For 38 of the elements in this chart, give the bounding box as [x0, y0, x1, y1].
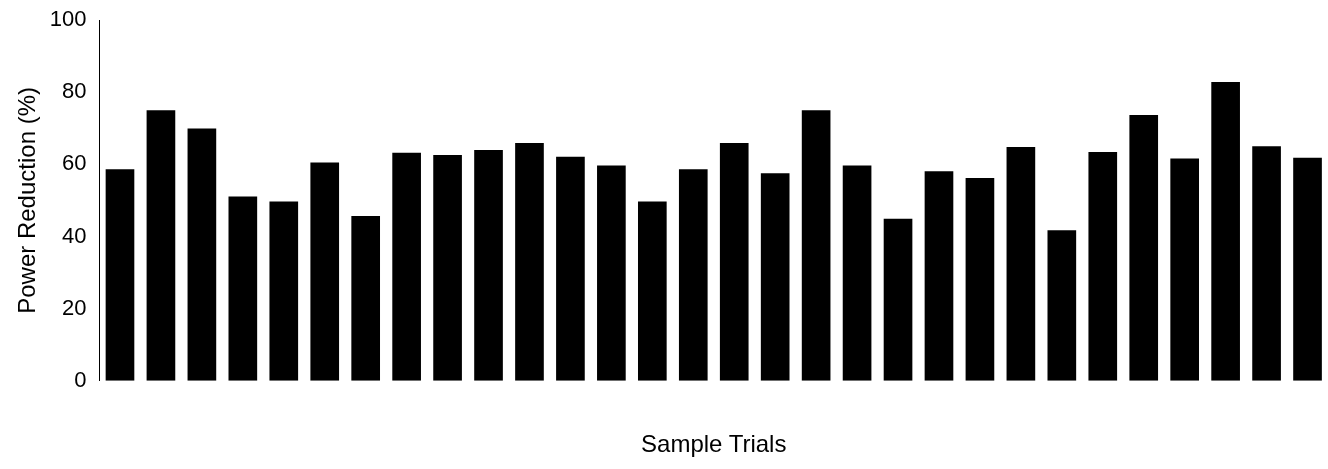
bar — [760, 173, 790, 381]
y-tick-label: 100 — [49, 6, 87, 32]
bar — [965, 178, 995, 381]
y-tick-label: 80 — [62, 78, 87, 104]
bar — [515, 143, 544, 381]
bar — [597, 165, 626, 381]
bar — [474, 149, 503, 381]
bar — [1252, 146, 1281, 381]
bar — [1006, 147, 1036, 381]
bar — [187, 128, 217, 381]
bar — [1088, 152, 1118, 381]
bar — [1129, 114, 1159, 381]
y-axis-title: Power Reduction (%) — [13, 87, 41, 314]
bar — [1047, 230, 1077, 381]
bar — [1211, 82, 1240, 381]
y-tick-label: 40 — [62, 222, 87, 248]
bar — [678, 169, 708, 381]
bar — [392, 152, 421, 381]
bar — [433, 154, 462, 381]
bar — [146, 110, 176, 381]
bar — [883, 218, 913, 381]
bar — [310, 162, 340, 381]
y-tick-label: 0 — [74, 366, 87, 392]
bar — [801, 110, 831, 381]
bar — [556, 156, 585, 381]
bar — [105, 169, 135, 381]
bar — [638, 201, 667, 381]
bar — [1170, 158, 1200, 381]
bar — [269, 201, 299, 381]
bar — [228, 196, 258, 381]
bar — [842, 165, 872, 381]
y-tick-label: 20 — [62, 294, 87, 320]
x-axis-title: Sample Trials — [641, 430, 787, 458]
bar — [351, 215, 381, 381]
y-tick-label: 60 — [62, 150, 87, 176]
bar — [1293, 157, 1322, 381]
bar — [719, 143, 749, 381]
bar — [924, 171, 954, 381]
